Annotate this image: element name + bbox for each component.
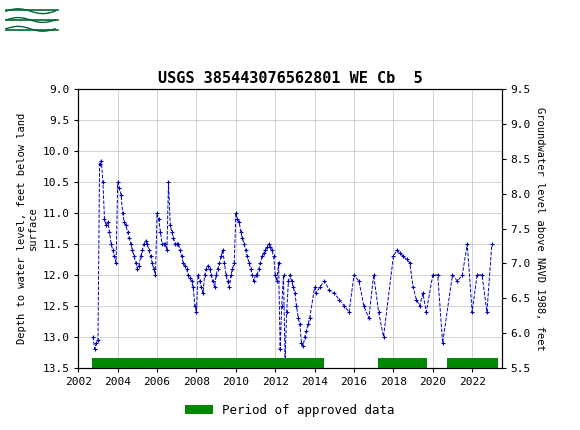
Legend: Period of approved data: Period of approved data (185, 404, 395, 417)
Title: USGS 385443076562801 WE Cb  5: USGS 385443076562801 WE Cb 5 (158, 71, 422, 86)
Bar (378, 358, 427, 368)
Bar (447, 358, 498, 368)
Bar (5, 3, 60, 37)
Text: USGS: USGS (67, 10, 126, 29)
Bar (92, 358, 324, 368)
Y-axis label: Groundwater level above NAVD 1988, feet: Groundwater level above NAVD 1988, feet (535, 107, 545, 350)
Y-axis label: Depth to water level, feet below land
surface: Depth to water level, feet below land su… (16, 113, 38, 344)
